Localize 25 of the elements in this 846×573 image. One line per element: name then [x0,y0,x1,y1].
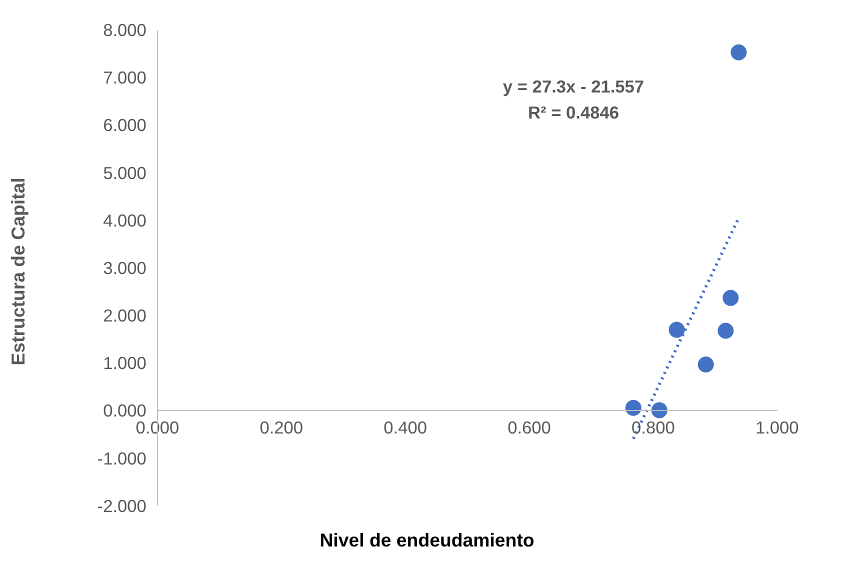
y-tick-label: 6.000 [103,115,146,136]
y-tick-label: -1.000 [97,448,146,468]
x-tick-label: 0.400 [384,418,428,438]
annotation: y = 27.3x - 21.557 R² = 0.4846 [502,76,644,122]
y-tick-label: 1.000 [103,353,146,374]
y-tick-label: 7.000 [103,68,146,88]
x-tick-label: 0.800 [632,418,675,438]
y-tick-label: 3.000 [103,258,146,278]
point [722,290,739,306]
point [668,322,685,338]
point [625,400,642,416]
x-axis-title: Nivel de endeudamiento [320,530,534,550]
x-tick-label: 1.000 [755,418,799,438]
x-tick-label: 0.600 [508,418,551,438]
point [651,402,668,418]
y-tick-label: -2.000 [97,496,146,516]
y-axis-title: Estructura de Capital [8,178,28,366]
y-tick-label: 5.000 [103,162,146,183]
y-tick-label: 8.000 [103,20,146,40]
y-tick-label: 2.000 [103,306,146,326]
point [730,44,747,60]
point [718,322,734,339]
y-tick-label: 4.000 [103,210,146,230]
point [698,356,714,373]
x-tick-label: 0.200 [260,418,304,438]
